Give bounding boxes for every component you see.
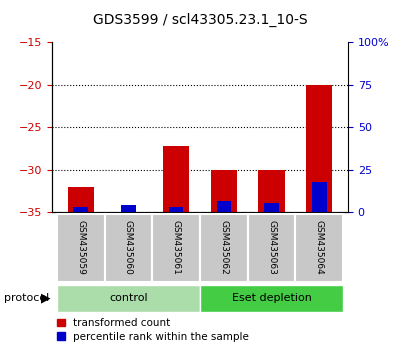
Bar <box>217 200 231 212</box>
Text: GSM435060: GSM435060 <box>124 220 133 275</box>
Bar <box>121 205 136 212</box>
Bar <box>74 207 88 212</box>
Bar <box>57 285 200 312</box>
Bar <box>211 170 237 212</box>
Bar <box>57 214 104 282</box>
Text: GSM435059: GSM435059 <box>76 220 85 275</box>
Bar <box>296 214 343 282</box>
Text: GSM435062: GSM435062 <box>219 221 228 275</box>
Bar <box>200 285 343 312</box>
Bar <box>115 212 142 215</box>
Bar <box>200 214 248 282</box>
Bar <box>306 85 332 212</box>
Text: Eset depletion: Eset depletion <box>232 293 312 303</box>
Bar <box>264 203 279 212</box>
Text: GSM435061: GSM435061 <box>172 220 181 275</box>
Bar <box>163 146 189 212</box>
Text: GDS3599 / scl43305.23.1_10-S: GDS3599 / scl43305.23.1_10-S <box>93 12 307 27</box>
Bar <box>104 214 152 282</box>
Text: GSM435063: GSM435063 <box>267 220 276 275</box>
Bar <box>312 182 326 212</box>
Text: protocol: protocol <box>4 293 49 303</box>
Bar <box>258 170 285 212</box>
Bar <box>248 214 296 282</box>
Bar <box>152 214 200 282</box>
Text: control: control <box>109 293 148 303</box>
Text: GSM435064: GSM435064 <box>315 221 324 275</box>
Bar <box>169 207 183 212</box>
Bar <box>68 187 94 212</box>
Text: ▶: ▶ <box>41 292 51 305</box>
Legend: transformed count, percentile rank within the sample: transformed count, percentile rank withi… <box>57 319 249 342</box>
